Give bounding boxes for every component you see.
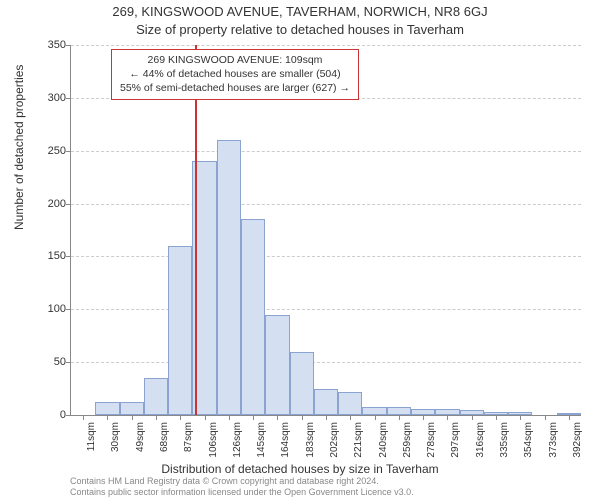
xtick-mark bbox=[277, 415, 278, 420]
xtick-label: 316sqm bbox=[475, 422, 486, 458]
xtick-mark bbox=[447, 415, 448, 420]
ytick-mark bbox=[66, 362, 71, 363]
gridline bbox=[71, 151, 581, 152]
histogram-bar bbox=[265, 315, 289, 415]
ytick-mark bbox=[66, 204, 71, 205]
xtick-mark bbox=[399, 415, 400, 420]
ytick-label: 50 bbox=[36, 356, 66, 368]
xtick-label: 145sqm bbox=[256, 422, 267, 458]
ytick-label: 300 bbox=[36, 92, 66, 104]
xtick-label: 240sqm bbox=[378, 422, 389, 458]
ytick-mark bbox=[66, 415, 71, 416]
xtick-label: 392sqm bbox=[572, 422, 583, 458]
histogram-bar bbox=[120, 402, 144, 415]
ytick-mark bbox=[66, 309, 71, 310]
ytick-label: 250 bbox=[36, 145, 66, 157]
xtick-label: 221sqm bbox=[353, 422, 364, 458]
property-marker-line bbox=[195, 45, 197, 415]
gridline bbox=[71, 309, 581, 310]
xtick-label: 11sqm bbox=[86, 422, 97, 451]
histogram-bar bbox=[217, 140, 241, 415]
histogram-bar bbox=[144, 378, 168, 415]
xtick-label: 87sqm bbox=[183, 422, 194, 452]
xtick-label: 335sqm bbox=[499, 422, 510, 458]
histogram-bar bbox=[362, 407, 386, 415]
plot-area: 269 KINGSWOOD AVENUE: 109sqm← 44% of det… bbox=[70, 45, 581, 416]
xtick-mark bbox=[350, 415, 351, 420]
xtick-mark bbox=[569, 415, 570, 420]
xtick-label: 297sqm bbox=[450, 422, 461, 458]
xtick-label: 259sqm bbox=[402, 422, 413, 458]
annotation-line2: ← 44% of detached houses are smaller (50… bbox=[120, 67, 350, 81]
ytick-label: 150 bbox=[36, 250, 66, 262]
xtick-mark bbox=[326, 415, 327, 420]
xtick-mark bbox=[253, 415, 254, 420]
ytick-label: 350 bbox=[36, 39, 66, 51]
histogram-bar bbox=[387, 407, 411, 415]
xtick-mark bbox=[520, 415, 521, 420]
ytick-mark bbox=[66, 45, 71, 46]
xtick-mark bbox=[180, 415, 181, 420]
xtick-label: 354sqm bbox=[523, 422, 534, 458]
xtick-label: 106sqm bbox=[208, 422, 219, 458]
histogram-bar bbox=[338, 392, 362, 415]
gridline bbox=[71, 45, 581, 46]
xtick-mark bbox=[375, 415, 376, 420]
xtick-label: 126sqm bbox=[232, 422, 243, 458]
xtick-mark bbox=[229, 415, 230, 420]
gridline bbox=[71, 362, 581, 363]
xtick-mark bbox=[423, 415, 424, 420]
xtick-mark bbox=[496, 415, 497, 420]
xtick-mark bbox=[545, 415, 546, 420]
xtick-label: 202sqm bbox=[329, 422, 340, 458]
xtick-label: 30sqm bbox=[110, 422, 121, 452]
ytick-mark bbox=[66, 98, 71, 99]
ytick-mark bbox=[66, 151, 71, 152]
xtick-label: 183sqm bbox=[305, 422, 316, 458]
xtick-mark bbox=[132, 415, 133, 420]
xtick-label: 49sqm bbox=[135, 422, 146, 452]
xtick-mark bbox=[472, 415, 473, 420]
histogram-bar bbox=[168, 246, 192, 415]
ytick-label: 200 bbox=[36, 198, 66, 210]
xtick-label: 164sqm bbox=[280, 422, 291, 458]
annotation-line1: 269 KINGSWOOD AVENUE: 109sqm bbox=[120, 53, 350, 67]
xtick-mark bbox=[107, 415, 108, 420]
ytick-mark bbox=[66, 256, 71, 257]
xtick-mark bbox=[156, 415, 157, 420]
histogram-bar bbox=[290, 352, 314, 415]
xtick-label: 278sqm bbox=[426, 422, 437, 458]
xtick-mark bbox=[83, 415, 84, 420]
histogram-bar bbox=[314, 389, 338, 415]
ytick-label: 100 bbox=[36, 303, 66, 315]
chart-container: 269, KINGSWOOD AVENUE, TAVERHAM, NORWICH… bbox=[0, 0, 600, 500]
x-axis-label: Distribution of detached houses by size … bbox=[0, 462, 600, 476]
histogram-bar bbox=[241, 219, 265, 415]
xtick-label: 373sqm bbox=[548, 422, 559, 458]
annotation-line3: 55% of semi-detached houses are larger (… bbox=[120, 81, 350, 95]
xtick-label: 68sqm bbox=[159, 422, 170, 452]
footer-attribution: Contains HM Land Registry data © Crown c… bbox=[70, 476, 414, 498]
ytick-label: 0 bbox=[36, 409, 66, 421]
footer-line1: Contains HM Land Registry data © Crown c… bbox=[70, 476, 414, 487]
xtick-mark bbox=[205, 415, 206, 420]
footer-line2: Contains public sector information licen… bbox=[70, 487, 414, 498]
title-main: 269, KINGSWOOD AVENUE, TAVERHAM, NORWICH… bbox=[0, 4, 600, 19]
gridline bbox=[71, 256, 581, 257]
annotation-box: 269 KINGSWOOD AVENUE: 109sqm← 44% of det… bbox=[111, 49, 359, 100]
gridline bbox=[71, 204, 581, 205]
y-axis-label: Number of detached properties bbox=[12, 65, 26, 230]
title-sub: Size of property relative to detached ho… bbox=[0, 22, 600, 37]
xtick-mark bbox=[302, 415, 303, 420]
histogram-bar bbox=[95, 402, 119, 415]
